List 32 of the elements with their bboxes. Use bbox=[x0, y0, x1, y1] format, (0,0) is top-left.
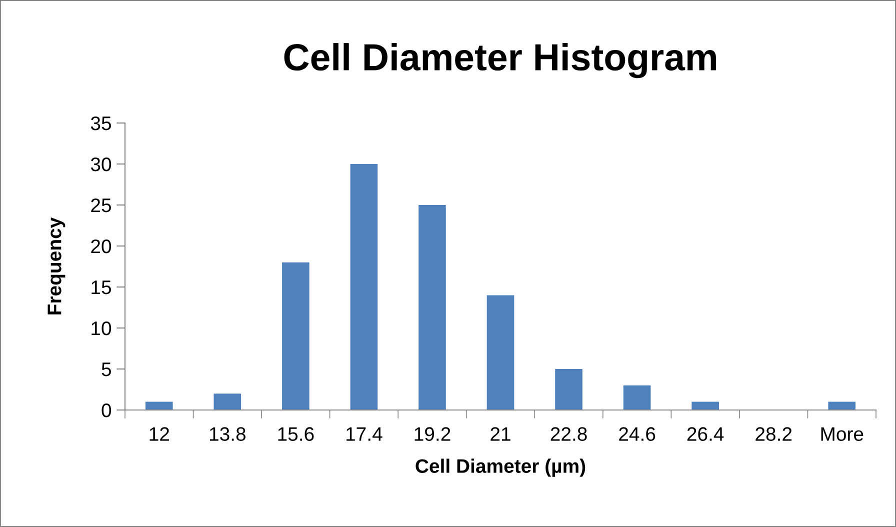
x-tick-label: 17.4 bbox=[346, 427, 382, 441]
y-tick-label: 15 bbox=[92, 280, 111, 294]
x-tick-label: 26.4 bbox=[687, 427, 724, 441]
x-tick-label: 12 bbox=[150, 427, 169, 441]
x-tick-label: 13.8 bbox=[210, 427, 246, 441]
y-tick-label: 20 bbox=[91, 239, 112, 254]
bar bbox=[623, 385, 651, 410]
y-tick-label: 30 bbox=[90, 157, 112, 172]
y-tick-label: 10 bbox=[92, 321, 112, 336]
bar bbox=[555, 369, 582, 410]
bar bbox=[486, 295, 514, 410]
y-axis-title: Frequency bbox=[48, 217, 66, 314]
x-tick-label: 15.6 bbox=[278, 427, 314, 441]
y-tick-label: 25 bbox=[91, 198, 111, 212]
x-tick-label: 21 bbox=[490, 427, 510, 441]
y-tick-label: 0 bbox=[102, 403, 112, 418]
chart-title: Cell Diameter Histogram bbox=[284, 43, 716, 78]
bar bbox=[214, 394, 242, 410]
x-tick-label: 28.2 bbox=[756, 427, 792, 441]
x-axis-title: Cell Diameter (µm) bbox=[416, 458, 586, 477]
y-tick-label: 35 bbox=[90, 116, 111, 130]
bar bbox=[828, 402, 856, 410]
bar bbox=[350, 164, 378, 410]
x-tick-label: 22.8 bbox=[550, 427, 587, 441]
x-tick-label: 19.2 bbox=[414, 427, 450, 441]
bar bbox=[692, 402, 719, 410]
x-tick-label: 24.6 bbox=[619, 427, 656, 441]
bar bbox=[418, 205, 446, 410]
bar bbox=[145, 402, 173, 410]
x-tick-label: More bbox=[821, 427, 864, 441]
y-tick-label: 5 bbox=[102, 362, 111, 376]
bar bbox=[282, 262, 310, 410]
